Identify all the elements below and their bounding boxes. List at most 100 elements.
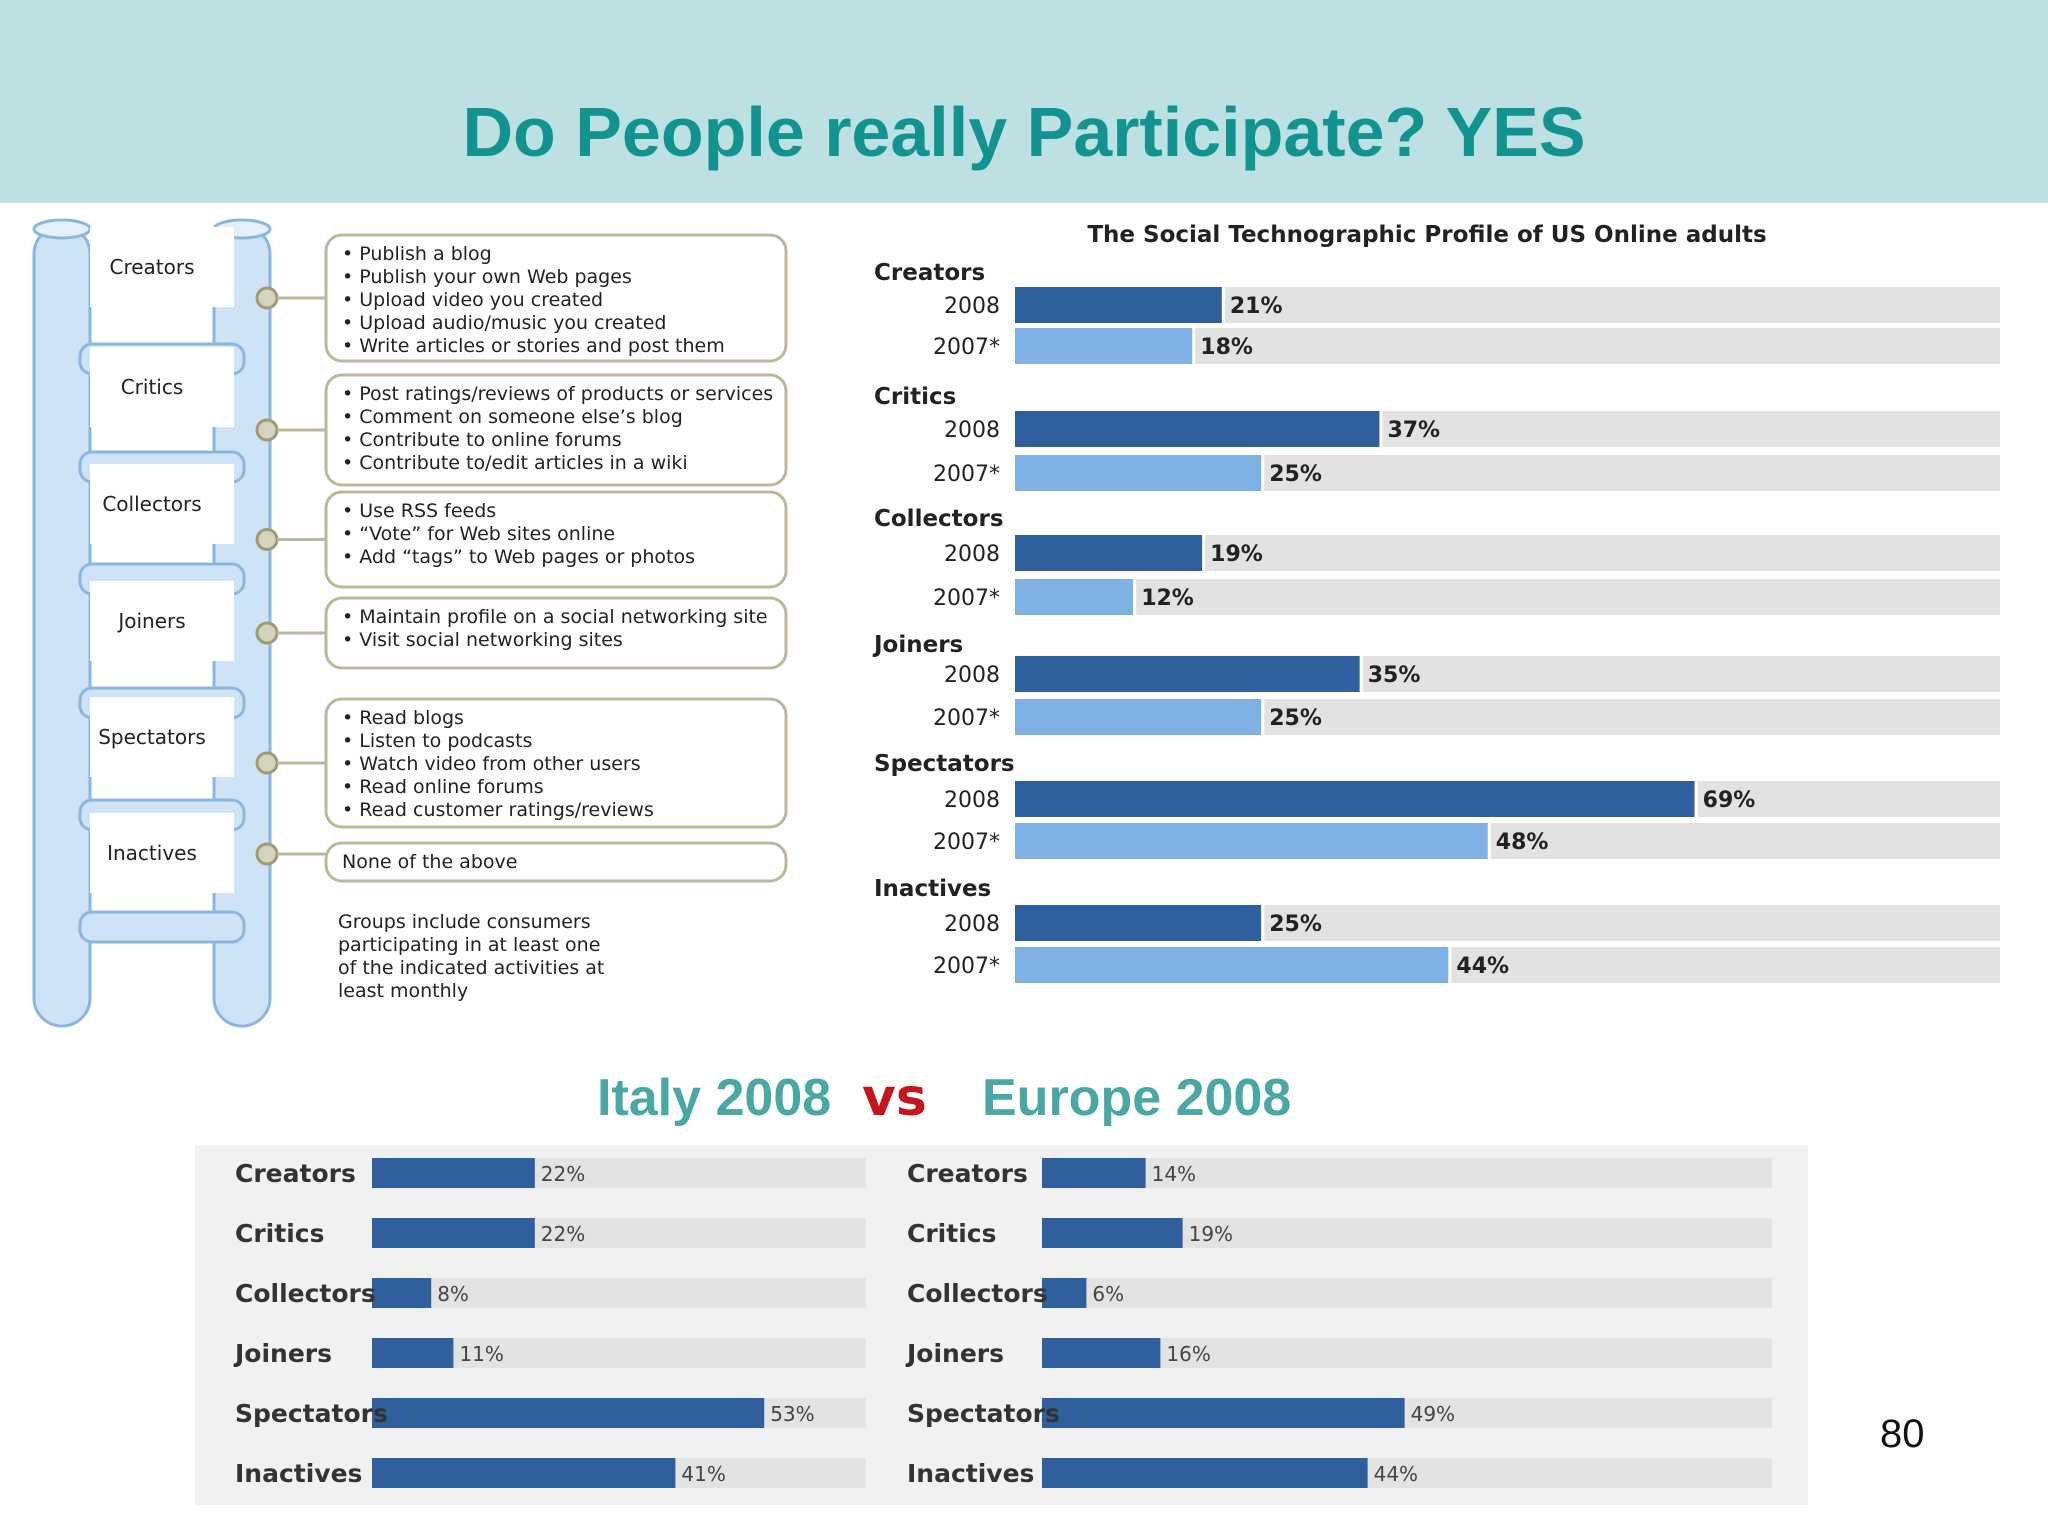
series-label-2007: 2007*	[933, 335, 1000, 360]
spectators-activity-box	[324, 697, 788, 829]
bar-edge	[1359, 656, 1363, 692]
category-label-collectors: Collectors	[235, 1279, 376, 1308]
bar-collectors-2007	[1015, 579, 1134, 615]
collectors-activity: • Use RSS feeds	[342, 500, 496, 522]
bar-creators	[372, 1158, 535, 1188]
creators-activity: • Write articles or stories and post the…	[342, 335, 725, 357]
bar-track	[1042, 1158, 1772, 1188]
ladder-label-joiners: Joiners	[116, 609, 185, 633]
ladder-note-line: least monthly	[338, 980, 468, 1002]
bar-edge	[1192, 328, 1196, 364]
category-label-spectators: Spectators	[907, 1399, 1060, 1428]
data-label: 22%	[541, 1162, 585, 1186]
italy-panel-bg	[195, 1145, 868, 1505]
category-label-inactives: Inactives	[874, 876, 991, 902]
data-label: 6%	[1092, 1282, 1124, 1306]
spectators-activity: • Watch video from other users	[342, 753, 641, 775]
critics-activity-box	[324, 373, 788, 487]
spectators-activity: • Read online forums	[342, 776, 544, 798]
data-label: 19%	[1189, 1222, 1233, 1246]
inactives-label-bg	[90, 813, 234, 893]
technographic-ladder: Creators • Publish a blog• Publish your o…	[32, 218, 788, 1028]
data-label: 25%	[1269, 462, 1322, 487]
data-label: 49%	[1411, 1402, 1455, 1426]
slide-title: Do People really Participate? YES	[462, 93, 1586, 171]
bar-edge	[1133, 579, 1137, 615]
category-label-critics: Critics	[874, 384, 956, 410]
creators-label-bg	[90, 227, 234, 307]
data-label: 16%	[1166, 1342, 1210, 1366]
category-label-collectors: Collectors	[874, 506, 1004, 532]
collectors-activity: • Add “tags” to Web pages or photos	[342, 546, 695, 568]
category-label-inactives: Inactives	[235, 1459, 362, 1488]
ladder-label-inactives: Inactives	[107, 841, 197, 865]
joiners-activity: • Maintain profile on a social networkin…	[342, 606, 768, 628]
inactives-activity-box	[324, 841, 788, 883]
europe-title: Europe 2008	[982, 1069, 1292, 1127]
data-label: 37%	[1387, 418, 1440, 443]
ladder-label-spectators: Spectators	[98, 725, 206, 749]
series-label-2007: 2007*	[933, 706, 1000, 731]
spectators-activity: • Listen to podcasts	[342, 730, 532, 752]
bar-critics-2008	[1015, 411, 1380, 447]
joiners-activity: • Visit social networking sites	[342, 629, 623, 651]
bar-inactives-2007	[1015, 947, 1449, 983]
bar-creators-2008	[1015, 287, 1222, 323]
category-label-joiners: Joiners	[905, 1339, 1004, 1368]
bar-critics-2007	[1015, 455, 1262, 491]
ladder-note-line: Groups include consumers	[338, 911, 591, 933]
rail-cap	[32, 218, 92, 240]
joiners-label-bg	[90, 581, 234, 661]
series-label-2007: 2007*	[933, 954, 1000, 979]
inactives-connector-dot	[255, 842, 279, 866]
creators-activity: • Upload video you created	[342, 289, 603, 311]
category-label-creators: Creators	[235, 1159, 356, 1188]
series-label-2008: 2008	[944, 912, 1000, 937]
series-label-2008: 2008	[944, 542, 1000, 567]
title-banner: Do People really Participate? YES	[0, 0, 2048, 203]
series-label-2008: 2008	[944, 294, 1000, 319]
critics-connector-dot	[255, 418, 279, 442]
us-chart-title: The Social Technographic Profile of US O…	[1087, 222, 1766, 248]
ladder-note-line: participating in at least one	[338, 934, 600, 956]
category-label-inactives: Inactives	[907, 1459, 1034, 1488]
bar-joiners-2007	[1015, 699, 1262, 735]
bar-joiners	[372, 1338, 454, 1368]
category-label-spectators: Spectators	[235, 1399, 388, 1428]
data-label: 53%	[770, 1402, 814, 1426]
bar-joiners	[1042, 1338, 1161, 1368]
bar-collectors	[1042, 1278, 1087, 1308]
bar-track	[372, 1338, 868, 1368]
category-label-creators: Creators	[874, 260, 985, 286]
data-label: 69%	[1703, 788, 1756, 813]
page-number: 80	[1880, 1412, 1925, 1456]
bar-inactives	[1042, 1458, 1368, 1488]
spectators-label-bg	[90, 697, 234, 777]
data-label: 35%	[1368, 663, 1421, 688]
creators-activity: • Publish a blog	[342, 243, 492, 265]
spectators-activity: • Read customer ratings/reviews	[342, 799, 654, 821]
ladder-left-rail	[32, 224, 92, 1028]
category-label-spectators: Spectators	[874, 751, 1015, 777]
vs-label: vs	[862, 1068, 927, 1128]
italy-title: Italy 2008	[597, 1069, 832, 1127]
bar-track	[1042, 1278, 1772, 1308]
category-label-joiners: Joiners	[233, 1339, 332, 1368]
ladder-label-critics: Critics	[121, 375, 184, 399]
data-label: 41%	[681, 1462, 725, 1486]
bar-track	[372, 1278, 868, 1308]
creators-activity: • Upload audio/music you created	[342, 312, 666, 334]
data-label: 11%	[459, 1342, 503, 1366]
bar-track	[1042, 1338, 1772, 1368]
bar-creators-2007	[1015, 328, 1193, 364]
data-label: 8%	[437, 1282, 469, 1306]
ladder-rung	[78, 910, 246, 944]
category-label-critics: Critics	[907, 1219, 996, 1248]
data-label: 19%	[1210, 542, 1263, 567]
inactives-activity: None of the above	[342, 851, 517, 873]
bar-edge	[1202, 535, 1206, 571]
ladder-note-line: of the indicated activities at	[338, 957, 604, 979]
series-label-2007: 2007*	[933, 586, 1000, 611]
bar-track	[1015, 579, 2000, 615]
bar-edge	[1694, 781, 1698, 817]
